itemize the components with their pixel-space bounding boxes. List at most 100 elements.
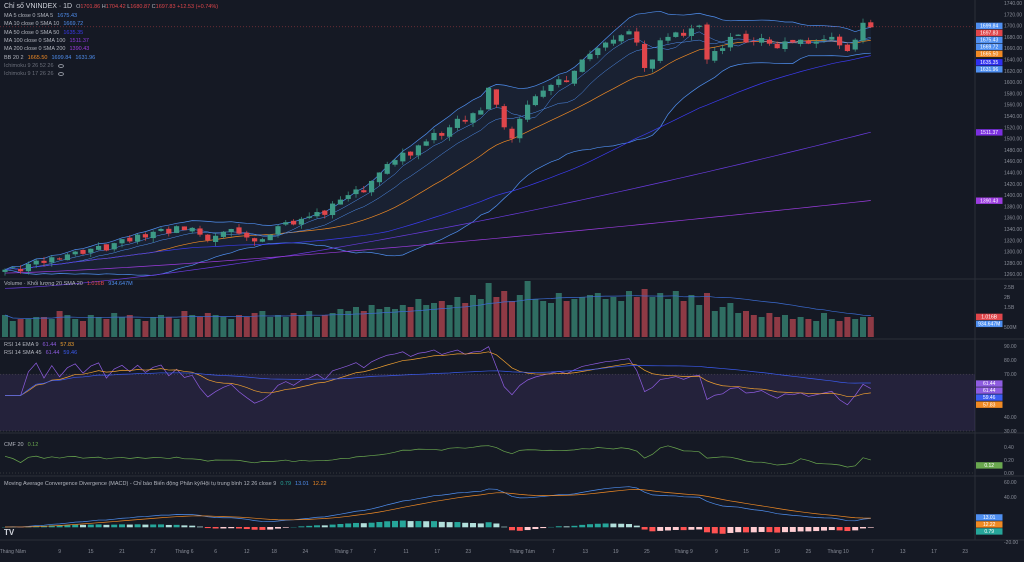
indicator-legend[interactable]: Moving Average Convergence Divergence (M… xyxy=(4,481,327,488)
high-value: 1704.42 xyxy=(105,4,126,10)
candle-body xyxy=(688,28,694,36)
price-tag xyxy=(976,29,1003,37)
indicator-legend[interactable]: RSI 14 EMA 9 61.44 57.83 xyxy=(4,342,74,349)
volume-bar xyxy=(774,317,781,337)
candle-body xyxy=(142,234,148,238)
candle-body xyxy=(384,164,390,174)
symbol-title[interactable]: Chỉ số VNINDEX · 1D xyxy=(4,3,73,10)
candle-body xyxy=(649,59,655,69)
macd-histogram-bar xyxy=(774,527,781,533)
candle-body xyxy=(626,31,632,35)
macd-histogram-bar xyxy=(64,525,71,528)
bb-upper-line xyxy=(4,10,871,271)
candle-body xyxy=(259,239,265,242)
eye-icon[interactable] xyxy=(57,72,64,77)
macd-histogram-bar xyxy=(103,524,110,528)
candle-body xyxy=(525,104,531,120)
candle-body xyxy=(127,237,133,242)
time-axis-label: 18 xyxy=(271,549,277,555)
candle-body xyxy=(673,32,679,37)
candle-body xyxy=(189,227,195,232)
candle-body xyxy=(805,40,811,44)
volume-bar xyxy=(415,299,422,337)
volume-bar xyxy=(735,313,742,337)
candle-body xyxy=(564,80,570,83)
price-tag xyxy=(976,22,1003,30)
sma5-line xyxy=(4,31,871,270)
volume-bar xyxy=(243,317,250,337)
price-axis-label: 1660.00 xyxy=(1004,46,1022,52)
eye-icon[interactable] xyxy=(57,64,64,69)
volume-bar xyxy=(571,299,578,337)
candle-body xyxy=(595,48,601,56)
candle-body xyxy=(33,260,39,265)
macd-histogram-bar xyxy=(111,524,118,528)
volume-bar xyxy=(345,311,352,337)
macd-histogram-bar xyxy=(392,520,398,528)
value-tag xyxy=(976,514,1003,521)
volume-bar xyxy=(80,321,86,337)
time-axis-label: 13 xyxy=(583,549,589,555)
candle-body xyxy=(111,243,117,250)
macd-histogram-bar xyxy=(95,524,102,528)
macd-histogram-bar xyxy=(228,527,235,529)
price-axis-label: 1560.00 xyxy=(1004,103,1022,109)
indicator-value: 1511.37 xyxy=(69,37,89,44)
indicator-legend[interactable]: Volume · Khối lượng 20 SMA 20 1.016B 934.6… xyxy=(4,281,133,288)
macd-histogram-bar xyxy=(119,524,125,528)
volume-bar xyxy=(516,295,523,337)
indicator-legend[interactable]: MA 50 close 0 SMA 50 1635.35 xyxy=(4,30,83,37)
candle-body xyxy=(415,145,421,156)
indicator-label: MA 50 close 0 SMA 50 xyxy=(4,29,60,36)
indicator-legend[interactable]: MA 100 close 0 SMA 100 1511.37 xyxy=(4,38,89,45)
candle-body xyxy=(174,226,180,233)
indicator-legend[interactable]: Ichimoku 9 26 52 26 xyxy=(4,63,64,70)
volume-bar xyxy=(298,315,305,337)
indicator-legend[interactable]: BB 20 2 1665.50 1699.84 1631.96 xyxy=(4,55,95,62)
sma50-line xyxy=(4,55,871,271)
candle-body xyxy=(852,39,858,50)
candle-body xyxy=(314,212,320,217)
macd-histogram-bar xyxy=(353,522,359,528)
time-axis-label: 7 xyxy=(871,549,874,555)
candle-body xyxy=(579,59,585,72)
macd-line xyxy=(4,486,871,528)
volume-bar xyxy=(680,301,687,337)
indicator-legend[interactable]: RSI 14 SMA 45 61.44 59.46 xyxy=(4,350,77,357)
macd-histogram-bar xyxy=(197,526,203,528)
volume-bar xyxy=(766,313,773,337)
candle-body xyxy=(267,234,273,241)
indicator-legend[interactable]: MA 10 close 0 SMA 10 1669.72 xyxy=(4,21,83,28)
volume-bar xyxy=(321,315,328,337)
macd-histogram-bar xyxy=(431,521,437,528)
candle-body xyxy=(735,34,741,36)
macd-histogram-bar xyxy=(126,524,133,528)
volume-bar xyxy=(2,315,8,337)
macd-histogram-bar xyxy=(329,524,336,528)
volume-bar xyxy=(610,297,617,337)
value-tag xyxy=(976,380,1003,387)
indicator-legend[interactable]: Ichimoku 9 17 26 26 xyxy=(4,71,64,78)
indicator-legend[interactable]: MA 200 close 0 SMA 200 1390.43 xyxy=(4,46,89,53)
bb-lower-line xyxy=(4,52,871,276)
indicator-legend[interactable]: CMF 20 0.12 xyxy=(4,442,38,449)
macd-histogram-bar xyxy=(220,527,227,529)
macd-histogram-bar xyxy=(750,527,757,533)
indicator-legend[interactable]: MA 5 close 0 SMA 5 1675.43 xyxy=(4,13,77,20)
candle-body xyxy=(712,51,718,61)
macd-histogram-bar xyxy=(516,527,523,531)
value-tag-label: 61.44 xyxy=(983,388,996,394)
candle-body xyxy=(665,36,671,41)
candle-body xyxy=(166,228,172,234)
cmf-axis-label: 0.20 xyxy=(1004,458,1014,464)
macd-histogram-bar xyxy=(337,523,344,528)
indicator-value: 0.79 xyxy=(280,481,292,487)
value-tag-label: 61.44 xyxy=(983,381,996,387)
volume-bar xyxy=(844,317,851,337)
indicator-label: MA 10 close 0 SMA 10 xyxy=(4,21,60,28)
volume-axis-label: 1.5B xyxy=(1004,305,1015,311)
candle-body xyxy=(447,127,453,137)
macd-histogram-bar xyxy=(867,527,874,528)
volume-bar xyxy=(852,319,859,337)
